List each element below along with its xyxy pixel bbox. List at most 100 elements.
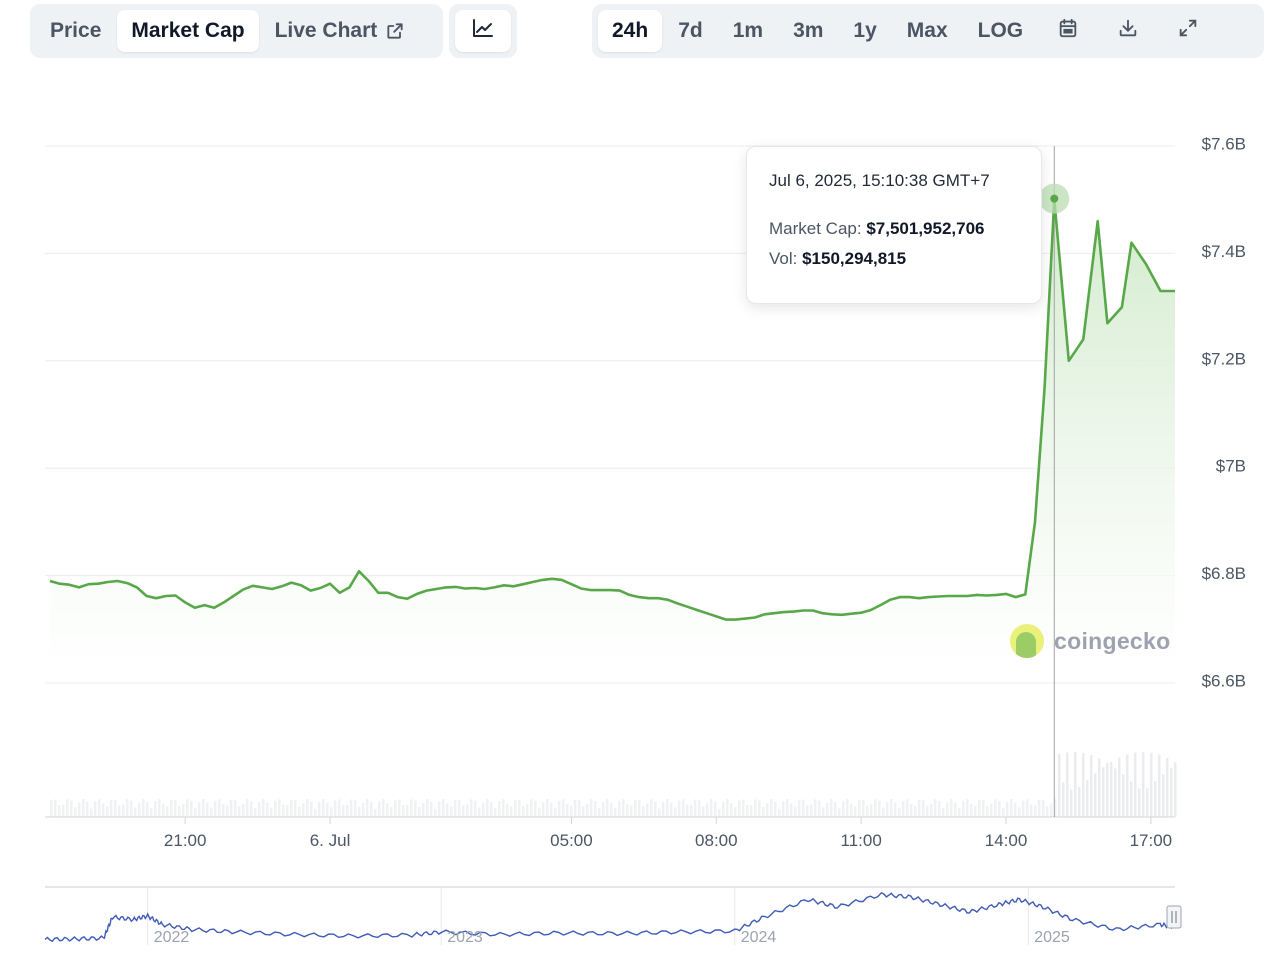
- volume-bar: [330, 807, 333, 817]
- volume-bar: [382, 799, 385, 817]
- volume-bar: [1038, 799, 1041, 817]
- volume-bar: [394, 800, 397, 817]
- volume-bar: [610, 802, 613, 817]
- volume-bar: [762, 807, 765, 817]
- download-button[interactable]: [1099, 10, 1157, 52]
- volume-bar: [818, 800, 821, 817]
- tooltip-market-cap-value: $7,501,952,706: [866, 219, 985, 238]
- volume-bar: [346, 805, 349, 817]
- volume-bar: [398, 799, 401, 817]
- volume-bar: [1086, 780, 1089, 817]
- volume-bar: [1006, 802, 1009, 817]
- range-3m[interactable]: 3m: [793, 19, 824, 42]
- volume-bar: [1098, 758, 1101, 817]
- volume-bar: [1066, 752, 1069, 817]
- volume-bar: [1166, 757, 1169, 817]
- volume-bar: [350, 799, 353, 817]
- volume-bar: [1110, 761, 1113, 817]
- market-cap-area: [50, 199, 1175, 668]
- volume-bar: [1094, 773, 1097, 817]
- volume-bar: [886, 802, 889, 817]
- tab-live-chart[interactable]: Live Chart: [261, 10, 420, 52]
- volume-bar: [302, 803, 305, 817]
- volume-bar: [526, 804, 529, 817]
- range-max[interactable]: Max: [906, 19, 948, 42]
- y-tick-label: $7.2B: [1202, 349, 1246, 368]
- volume-bar: [498, 801, 501, 817]
- volume-bar: [906, 799, 909, 817]
- calendar-button[interactable]: [1039, 10, 1097, 52]
- volume-bar: [594, 801, 597, 817]
- navigator-line: [44, 891, 1176, 943]
- volume-bar: [278, 799, 281, 817]
- volume-bar: [462, 805, 465, 817]
- volume-bar: [1046, 806, 1049, 817]
- volume-bar: [774, 801, 777, 817]
- volume-bar: [590, 799, 593, 817]
- volume-bar: [414, 800, 417, 817]
- volume-bar: [474, 800, 477, 817]
- volume-bar: [626, 804, 629, 817]
- volume-bar: [210, 807, 213, 817]
- volume-bar: [662, 801, 665, 817]
- volume-bar: [58, 805, 61, 817]
- navigator-gridlines: [147, 888, 1029, 945]
- volume-bar: [974, 805, 977, 817]
- volume-bar: [1054, 799, 1057, 817]
- volume-bar: [1162, 774, 1165, 817]
- range-1m[interactable]: 1m: [732, 19, 764, 42]
- range-24h[interactable]: 24h: [598, 10, 663, 52]
- volume-bar: [618, 800, 621, 817]
- volume-bar: [418, 807, 421, 817]
- volume-bar: [62, 804, 65, 817]
- volume-bar: [962, 800, 965, 817]
- range-7d[interactable]: 7d: [678, 19, 703, 42]
- volume-bar: [850, 803, 853, 817]
- volume-bar: [490, 802, 493, 817]
- volume-bar: [446, 803, 449, 817]
- tab-price[interactable]: Price: [50, 19, 102, 42]
- volume-bar: [1130, 781, 1133, 817]
- volume-bar: [902, 801, 905, 817]
- volume-bar: [98, 799, 101, 817]
- log-scale-toggle[interactable]: LOG: [977, 19, 1024, 42]
- volume-bar: [426, 799, 429, 817]
- volume-bar: [290, 799, 293, 817]
- navigator-handle[interactable]: [1166, 905, 1182, 929]
- volume-bar: [326, 802, 329, 817]
- volume-bar: [1078, 787, 1081, 817]
- volume-bar: [1010, 799, 1013, 817]
- volume-bar: [1090, 755, 1093, 817]
- volume-bar: [658, 808, 661, 817]
- y-tick-label: $6.8B: [1202, 564, 1246, 583]
- volume-bar: [494, 808, 497, 817]
- volume-bar: [182, 804, 185, 817]
- volume-bar: [94, 801, 97, 817]
- range-1y[interactable]: 1y: [853, 19, 877, 42]
- volume-bar: [198, 802, 201, 817]
- line-chart-button[interactable]: [455, 10, 511, 52]
- volume-bar: [106, 806, 109, 817]
- volume-bar: [338, 799, 341, 817]
- market-cap-line: [49, 198, 1175, 621]
- volume-bar: [858, 800, 861, 817]
- volume-bar: [154, 801, 157, 817]
- volume-bar: [582, 806, 585, 817]
- volume-bar: [214, 800, 217, 817]
- line-chart-icon: [471, 17, 495, 45]
- volume-bar: [1146, 788, 1149, 817]
- volume-bar: [890, 799, 893, 817]
- tooltip-date: Jul 6, 2025, 15:10:38 GMT+7: [769, 171, 990, 190]
- x-tick-label: 05:00: [550, 831, 593, 850]
- navigator[interactable]: 2022 2023 2024 2025: [44, 886, 1182, 946]
- fullscreen-button[interactable]: [1159, 10, 1217, 52]
- volume-bar: [342, 804, 345, 817]
- volume-bar: [470, 799, 473, 817]
- volume-bar: [146, 802, 149, 817]
- volume-bar: [262, 799, 265, 817]
- volume-bar: [742, 799, 745, 817]
- volume-bar: [562, 799, 565, 817]
- tab-market-cap[interactable]: Market Cap: [117, 10, 259, 52]
- volume-bar: [714, 801, 717, 817]
